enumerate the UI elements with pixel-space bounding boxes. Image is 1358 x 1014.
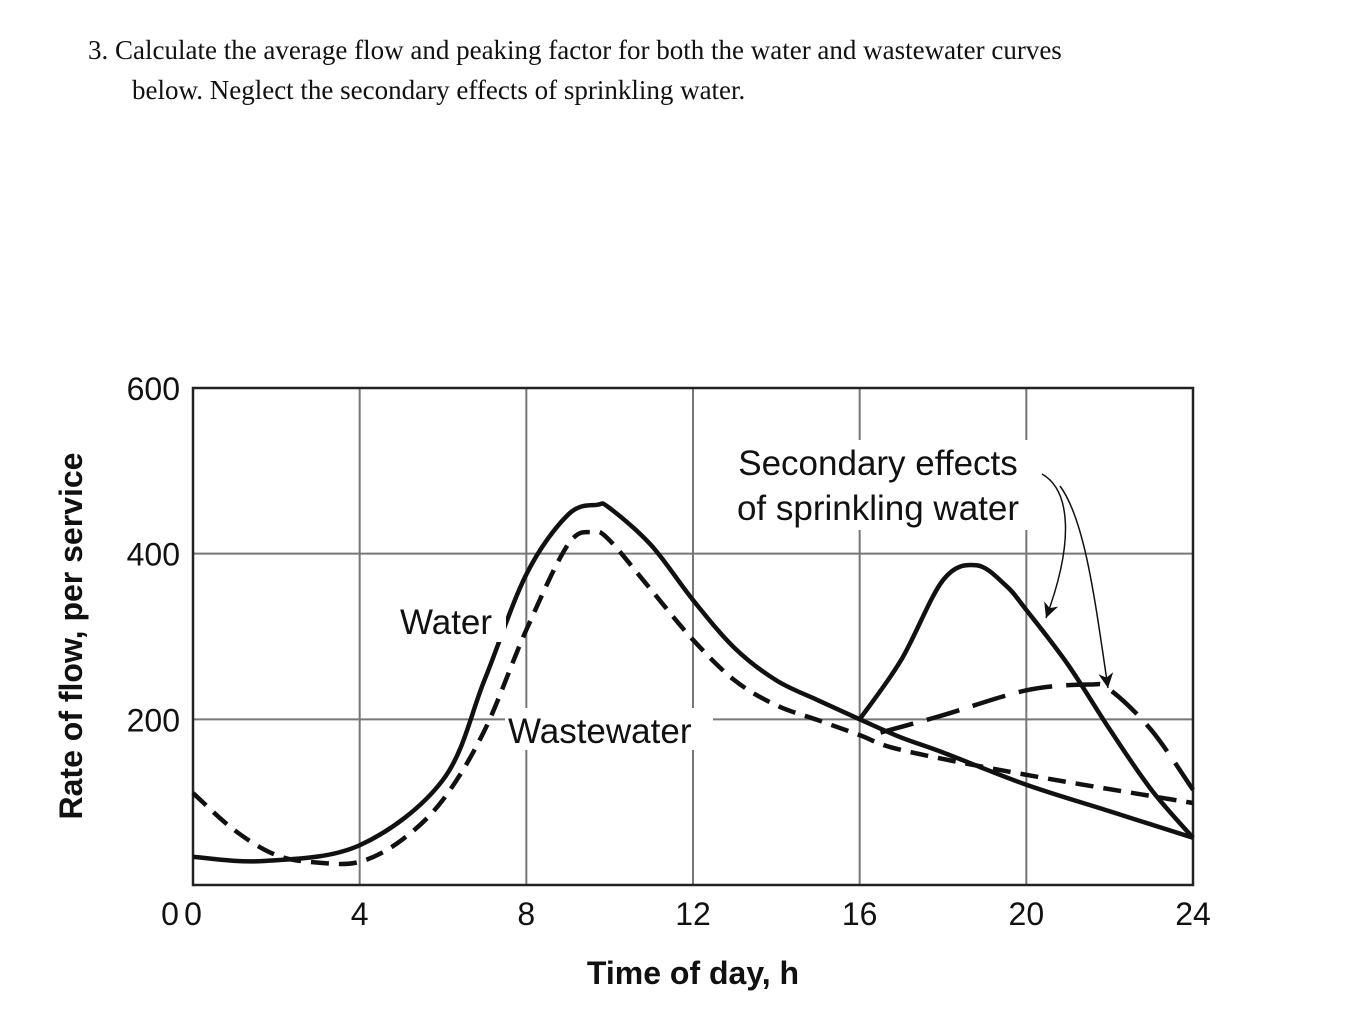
x-tick-label: 16 [842,896,878,932]
problem-line-2: below. Neglect the secondary effects of … [132,75,746,105]
water-label: Water [400,603,492,642]
y-tick-label: 400 [127,537,180,573]
x-tick-label: 4 [351,896,369,932]
secondary-label-bg [718,440,1040,530]
secondary-label-line2: of sprinkling water [737,489,1019,528]
x-tick-label: 8 [517,896,535,932]
x-tick-label: 20 [1009,896,1045,932]
x-tick-label: 24 [1175,896,1211,932]
x-tick-label: 12 [675,896,711,932]
annotation-arrow-wastewater [1059,485,1114,689]
plot-frame [191,386,1195,887]
series-line-1 [191,529,1194,867]
wastewater-label-bg [505,708,713,750]
y-tick-label: 600 [127,371,180,407]
secondary-label-line1: Secondary effects [738,444,1018,483]
y-tick-label: 0 [161,896,179,932]
wastewater-label: Wastewater [508,712,692,751]
problem-statement: 3. Calculate the average flow and peakin… [88,30,1062,110]
problem-line-1: 3. Calculate the average flow and peakin… [88,35,1062,65]
annotation-arrow-water [1041,473,1067,619]
series-line-3 [879,681,1195,792]
x-axis-label: Time of day, h [587,955,799,991]
y-tick-label: 200 [127,702,180,738]
x-tick-label: 0 [184,896,202,932]
series-line-0 [192,501,1194,864]
series-line-2 [857,562,1195,840]
y-axis-label: Rate of flow, per service [53,453,89,820]
water-label-bg [398,600,506,642]
